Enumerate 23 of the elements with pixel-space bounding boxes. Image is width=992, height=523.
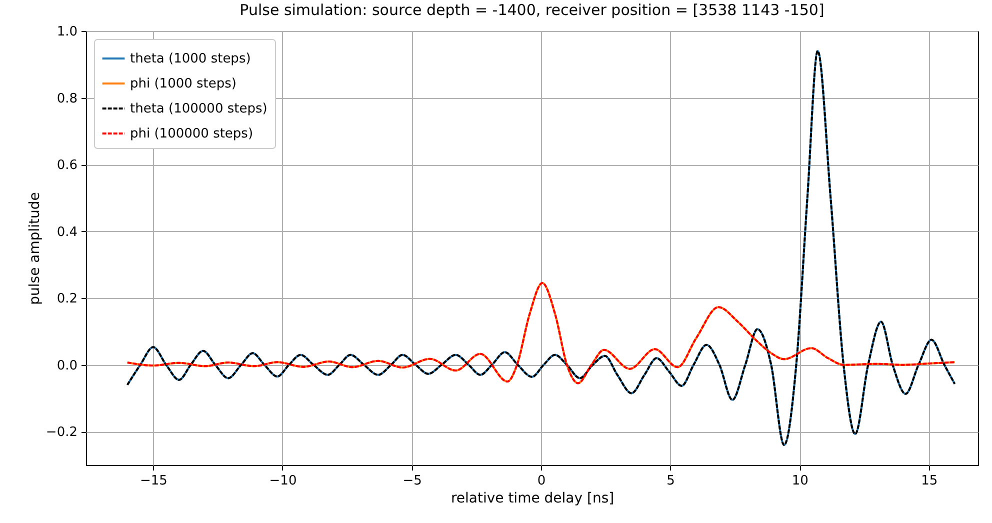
x-tick-label: 5 (666, 474, 675, 488)
line-series (126, 282, 956, 384)
y-tick-label: −0.2 (46, 425, 78, 440)
legend-label: phi (100000 steps) (130, 126, 254, 142)
x-tick-label: −10 (269, 474, 297, 488)
x-tick-label: −5 (402, 474, 422, 488)
y-tick-label: 0.0 (56, 358, 78, 374)
x-tick-label: 0 (537, 474, 546, 488)
y-tick-label: 0.2 (56, 292, 78, 307)
y-tick-label: 1.0 (56, 24, 78, 40)
x-tick-label: 10 (792, 474, 808, 488)
x-tick-label: −15 (140, 474, 168, 488)
legend-label: theta (1000 steps) (130, 52, 251, 66)
line-series (126, 50, 956, 446)
y-axis-title: pulse amplitude (26, 192, 43, 305)
x-axis-title: relative time delay [ns] (450, 490, 614, 506)
y-tick-label: 0.6 (56, 158, 78, 174)
y-tick-label: 0.4 (56, 224, 78, 240)
legend-label: theta (100000 steps) (130, 102, 268, 116)
chart-title: Pulse simulation: source depth = -1400, receiver position = [3538 1143 -150] (240, 1, 824, 19)
x-tick-label: 15 (921, 474, 938, 488)
legend-label: phi (1000 steps) (130, 76, 236, 92)
y-tick-label: 0.8 (56, 91, 78, 106)
